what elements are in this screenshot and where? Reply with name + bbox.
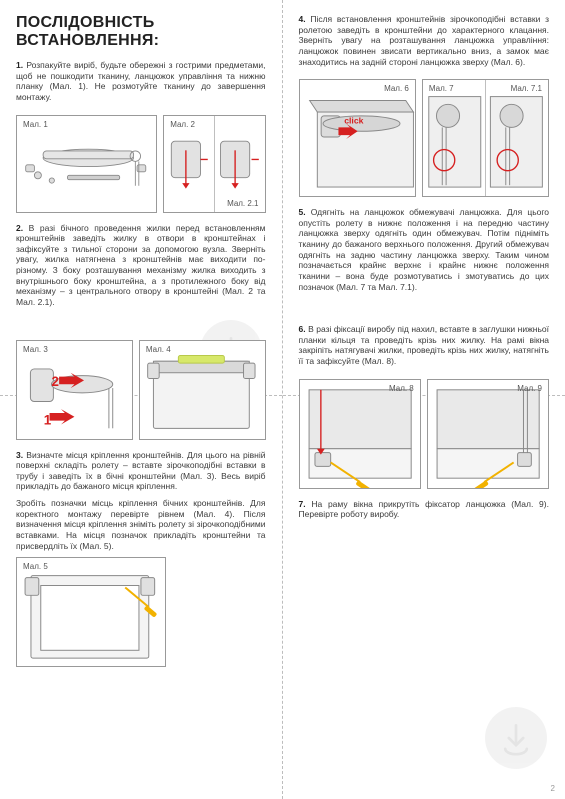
figure-7-1-label: Мал. 7.1 [511,84,542,93]
step-2-text: 2. В разі бічного проведення жилки перед… [16,223,266,308]
step-4-text: 4. Після встановлення кронштейнів зірочк… [299,14,550,67]
page-title: ПОСЛІДОВНІСТЬ ВСТАНОВЛЕННЯ: [16,14,266,50]
figure-5: Мал. 5 [16,557,166,667]
figure-3-label: Мал. 3 [23,345,48,354]
right-column: 4. Після встановлення кронштейнів зірочк… [283,0,565,799]
figure-8-illustration [300,380,420,488]
figure-6: Мал. 6 click [299,79,416,197]
figure-4-label: Мал. 4 [146,345,171,354]
step-1-text: 1. Розпакуйте виріб, будьте обережні з г… [16,60,266,103]
figure-8: Мал. 8 [299,379,421,489]
step-3b-text: Зробіть позначки місць кріплення бічних … [16,498,266,551]
figure-1-illustration [17,116,156,212]
page-number: 2 [551,784,555,793]
figure-7: Мал. 7 Мал. 7.1 [422,79,549,197]
figure-1-label: Мал. 1 [23,120,48,129]
left-column: ПОСЛІДОВНІСТЬ ВСТАНОВЛЕННЯ: 1. Розпакуйт… [0,0,283,799]
figure-4-illustration [140,341,265,439]
figure-9-illustration [428,380,548,488]
step-3a-text: 3. Визначте місця кріплення кронштейнів.… [16,450,266,493]
watermark-icon-2 [485,707,547,769]
figure-8-label: Мал. 8 [389,384,414,393]
figure-6-illustration: click [300,80,415,196]
svg-text:2: 2 [51,374,58,389]
figure-2-1-label: Мал. 2.1 [227,199,258,208]
figure-3-illustration: 2 1 [17,341,132,439]
figure-5-illustration [17,558,165,666]
figure-2-label: Мал. 2 [170,120,195,129]
step-6-text: 6. В разі фіксації виробу під нахил, вст… [299,324,550,367]
figure-9: Мал. 9 [427,379,549,489]
step-7-text: 7. На раму вікна прикрутіть фіксатор лан… [299,499,550,520]
figure-7-label: Мал. 7 [429,84,454,93]
figure-1: Мал. 1 [16,115,157,213]
figure-3: Мал. 3 2 1 [16,340,133,440]
figure-6-label: Мал. 6 [384,84,409,93]
figure-9-label: Мал. 9 [517,384,542,393]
figure-2: Мал. 2 Мал. 2.1 [163,115,265,213]
figure-5-label: Мал. 5 [23,562,48,571]
figure-4: Мал. 4 [139,340,266,440]
click-label: click [344,116,363,126]
step-5-text: 5. Одягніть на ланцюжок обмежувачі ланцю… [299,207,550,292]
